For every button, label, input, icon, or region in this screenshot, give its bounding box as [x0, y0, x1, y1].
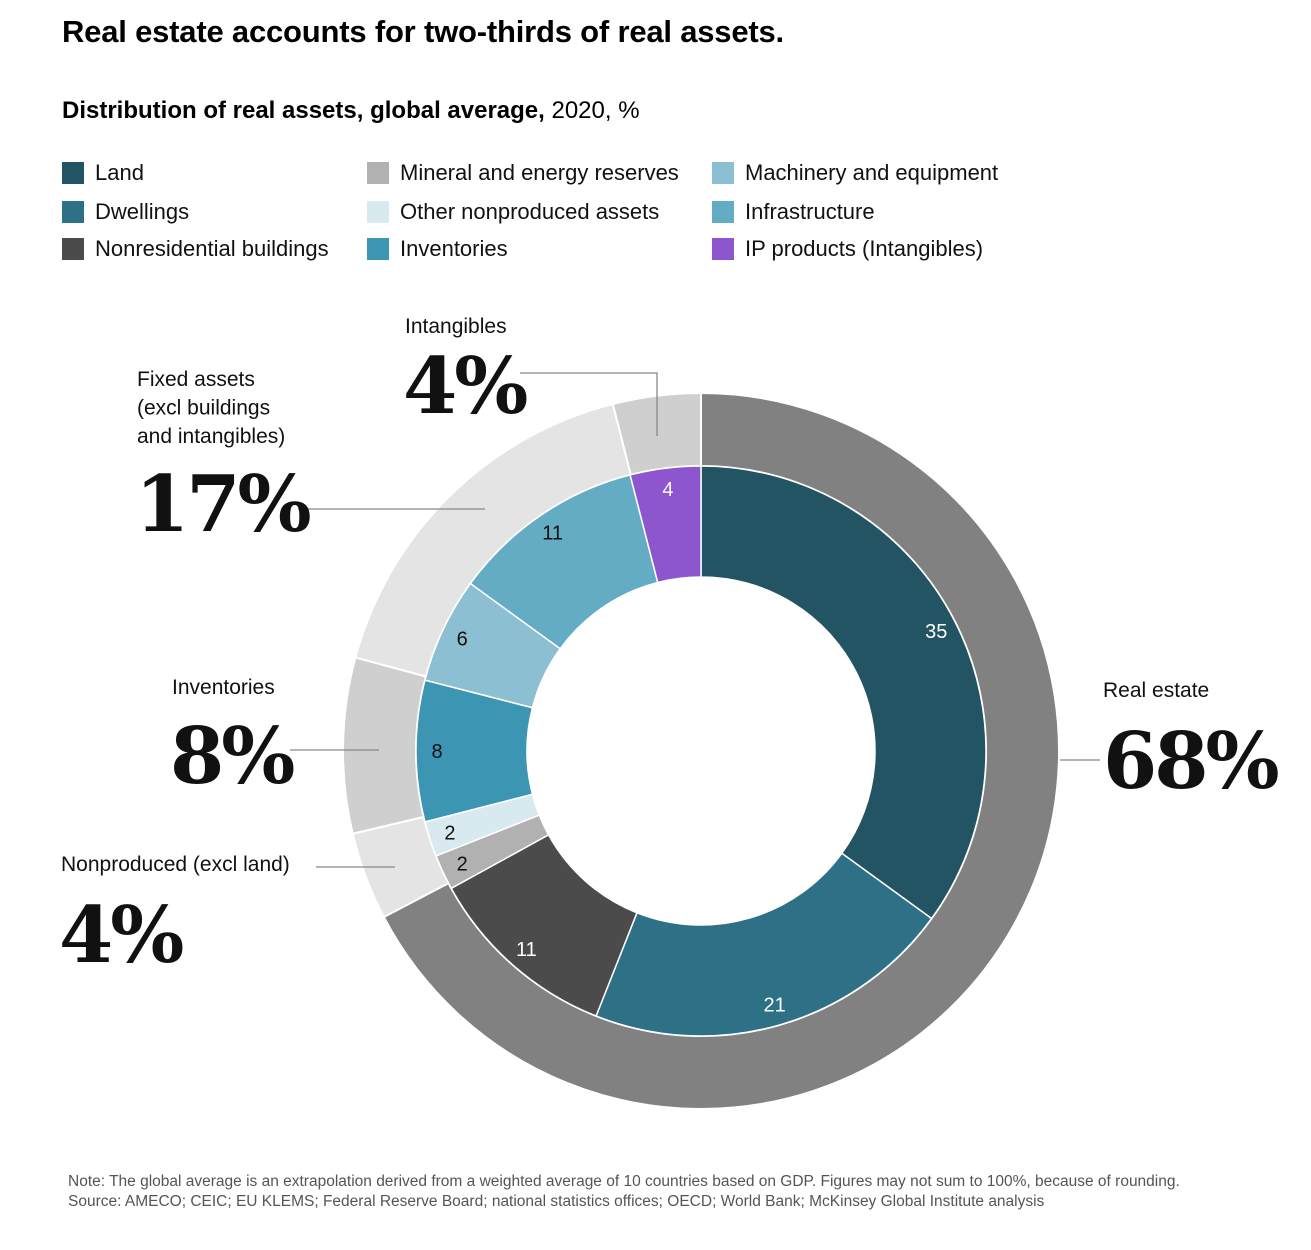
legend-swatch: [712, 238, 734, 260]
source-text: Source: AMECO; CEIC; EU KLEMS; Federal R…: [68, 1193, 1045, 1210]
callout-percent-inventories: 8%: [170, 711, 294, 802]
legend-label: Nonresidential buildings: [95, 236, 329, 261]
slice-value-label: 11: [542, 523, 563, 545]
callout-percent-nonproduced-excl-land: 4%: [59, 890, 183, 981]
legend-label: Other nonproduced assets: [400, 199, 660, 224]
legend-swatch: [367, 162, 389, 184]
legend-swatch: [62, 238, 84, 260]
callout-percent-real-estate: 68%: [1103, 716, 1279, 807]
legend-item-machinery: Machinery and equipment: [712, 160, 998, 186]
legend-label: Infrastructure: [745, 199, 875, 224]
footnote: Note: The global average is an extrapola…: [68, 1172, 1268, 1212]
legend-swatch: [712, 201, 734, 223]
inner-slice-ip-products-intangibles: [629, 465, 702, 584]
slice-value-label: 35: [925, 621, 947, 643]
legend-item-nonresidential-buildings: Nonresidential buildings: [62, 236, 329, 262]
legend-label: Machinery and equipment: [745, 160, 999, 185]
callout-percent-intangibles: 4%: [403, 341, 527, 432]
inner-labels: 35 21 11 22 8 6 11 4: [431, 479, 947, 1016]
slice-value-label: 21: [764, 995, 786, 1017]
note-text: Note: The global average is an extrapola…: [68, 1173, 1180, 1190]
callout-percent-fixed-assets-excl-buildings-and-intangibles: 17%: [135, 459, 311, 550]
legend-swatch: [712, 162, 734, 184]
leader-lines: [290, 372, 1100, 868]
subtitle-bold: Distribution of real assets, global aver…: [62, 97, 545, 124]
inner-ring: [415, 465, 987, 1037]
callout-name-nonproduced-excl-land: Nonproduced (excl land): [61, 853, 290, 876]
callout-name-intangibles: Intangibles: [405, 315, 507, 338]
slice-value-label: 4: [662, 479, 673, 501]
legend-swatch: [62, 162, 84, 184]
legend-swatch: [62, 201, 84, 223]
chart-title: Real estate accounts for two-thirds of r…: [62, 14, 784, 49]
slice-value-label: 2: [457, 853, 468, 875]
outer-slice-inventories: [342, 656, 428, 835]
legend-item-ip-products: IP products (Intangibles): [712, 236, 983, 262]
donut-chart: 35 21 11 22 8 6 11 4 Real estate 68% Nonproduced …: [59, 315, 1282, 1110]
legend-item-inventories: Inventories: [367, 236, 508, 262]
inner-slice-dwellings: [595, 852, 933, 1037]
legend-item-mineral-energy: Mineral and energy reserves: [367, 160, 679, 186]
callout-name-inventories: Inventories: [172, 676, 275, 699]
slice-value-label: 6: [457, 629, 468, 651]
inner-slice-land: [700, 465, 987, 920]
legend-item-other-nonproduced: Other nonproduced assets: [367, 199, 659, 225]
legend-label: Dwellings: [95, 199, 190, 224]
legend-item-infrastructure: Infrastructure: [712, 199, 875, 225]
callout-name-real-estate: Real estate: [1103, 679, 1209, 702]
subtitle-rest: 2020, %: [544, 97, 640, 124]
slice-value-label: 8: [431, 741, 442, 763]
outer-ring: [342, 391, 1060, 1110]
legend-swatch: [367, 201, 389, 223]
legend-item-dwellings: Dwellings: [62, 199, 189, 225]
legend-label: IP products (Intangibles): [745, 236, 984, 261]
slice-value-label: 11: [516, 939, 537, 961]
legend-label: Land: [95, 160, 144, 185]
slice-value-label: 2: [444, 823, 455, 845]
callout-name-fixed-assets-excl-buildings-and-intangibles: Fixed assets (excl buildings and intangibl…: [137, 368, 285, 448]
leader-line-intangibles: [520, 372, 658, 436]
legend-item-land: Land: [62, 160, 144, 186]
legend-label: Inventories: [400, 236, 508, 261]
chart-subtitle: Distribution of real assets, global aver…: [62, 97, 640, 125]
legend: Land Dwellings Nonresidential buildings …: [62, 160, 1062, 270]
legend-swatch: [367, 238, 389, 260]
legend-label: Mineral and energy reserves: [400, 160, 679, 185]
